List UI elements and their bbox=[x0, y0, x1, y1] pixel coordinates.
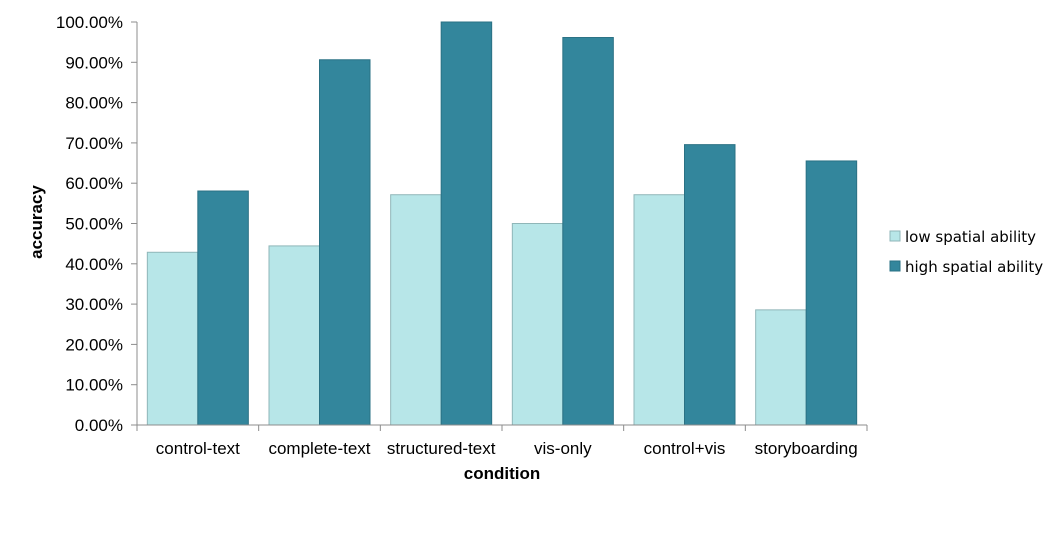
x-tick-label: storyboarding bbox=[755, 439, 858, 458]
x-tick-label: control-text bbox=[156, 439, 240, 458]
y-tick-label: 90.00% bbox=[65, 53, 123, 72]
x-axis-title: condition bbox=[464, 464, 540, 483]
y-tick-label: 50.00% bbox=[65, 215, 123, 234]
bar-high-1 bbox=[319, 59, 371, 426]
bar-low-2 bbox=[390, 194, 442, 426]
bar-high-2 bbox=[440, 21, 493, 426]
legend: low spatial ability high spatial ability bbox=[889, 228, 1043, 276]
y-tick-label: 70.00% bbox=[65, 134, 123, 153]
y-tick-label: 40.00% bbox=[65, 255, 123, 274]
legend-swatch bbox=[889, 260, 901, 272]
bar-high-0 bbox=[197, 190, 249, 426]
bar-low-0 bbox=[146, 251, 199, 426]
x-axis: control-text complete-text structured-text… bbox=[136, 424, 868, 458]
bars bbox=[146, 21, 858, 426]
x-tick-label: vis-only bbox=[534, 439, 592, 458]
bar-high-4 bbox=[684, 144, 736, 426]
y-tick-label: 30.00% bbox=[65, 295, 123, 314]
bar-high-5 bbox=[805, 160, 858, 426]
y-axis-title: accuracy bbox=[27, 185, 46, 259]
y-axis: 0.00% 10.00% 20.00% 30.00% 40.00% 50.00% 60.00… bbox=[56, 13, 138, 435]
y-tick-label: 100.00% bbox=[56, 13, 123, 32]
legend-label: low spatial ability bbox=[905, 228, 1036, 246]
y-tick-label: 80.00% bbox=[65, 94, 123, 113]
bar-high-3 bbox=[562, 37, 614, 426]
y-tick-label: 60.00% bbox=[65, 174, 123, 193]
x-tick-label: structured-text bbox=[387, 439, 496, 458]
x-tick-label: control+vis bbox=[644, 439, 726, 458]
bar-low-4 bbox=[633, 194, 685, 426]
bar-low-5 bbox=[755, 309, 807, 426]
legend-label: high spatial ability bbox=[905, 258, 1043, 276]
y-tick-label: 20.00% bbox=[65, 335, 123, 354]
bar-low-3 bbox=[511, 223, 564, 426]
legend-swatch bbox=[889, 230, 901, 242]
y-tick-label: 10.00% bbox=[65, 376, 123, 395]
bar-low-1 bbox=[268, 245, 320, 426]
x-tick-label: complete-text bbox=[268, 439, 370, 458]
y-tick-label: 0.00% bbox=[75, 416, 123, 435]
